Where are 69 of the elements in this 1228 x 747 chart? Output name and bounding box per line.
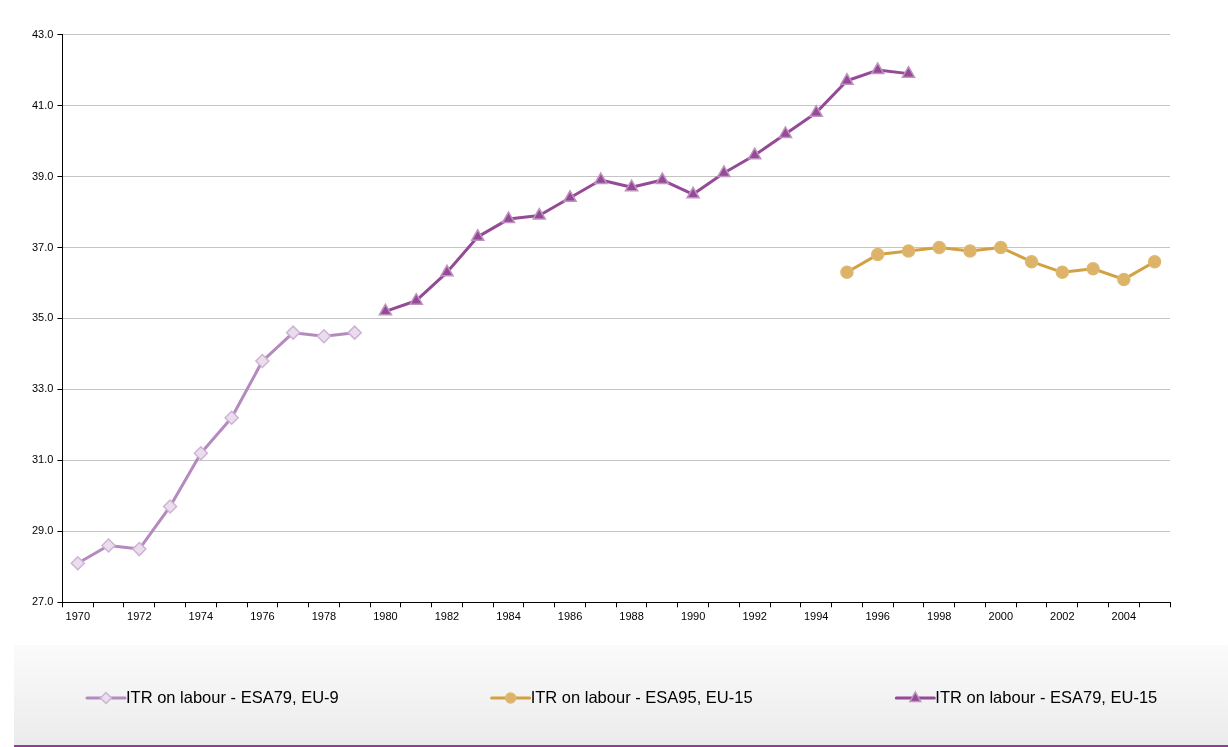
point — [901, 244, 916, 258]
x-tick-label: 1988 — [619, 609, 644, 622]
x-tick-label: 2002 — [1050, 609, 1075, 622]
point — [963, 244, 977, 258]
point — [378, 303, 393, 316]
y-tick-label: 35.0 — [31, 311, 54, 324]
y-tick-label: 37.0 — [31, 240, 54, 253]
point — [1055, 265, 1070, 280]
point — [840, 265, 854, 280]
x-tick-label: 1992 — [742, 609, 767, 622]
point — [409, 292, 424, 305]
point — [840, 72, 854, 85]
point — [347, 325, 362, 340]
point — [193, 446, 209, 461]
point — [809, 104, 823, 117]
x-tick-label: 1990 — [680, 609, 706, 622]
x-tick-label: 1974 — [188, 609, 214, 622]
point — [501, 211, 516, 224]
x-tick-label: 1980 — [373, 609, 398, 622]
legend-label: ITR on labour - ESA95, EU-15 — [530, 687, 753, 706]
point — [70, 556, 86, 571]
point — [285, 325, 301, 340]
point — [717, 165, 731, 178]
x-tick-label: 1982 — [434, 609, 460, 622]
point — [224, 410, 239, 426]
legend-label: ITR on labour - ESA79, EU-15 — [935, 687, 1158, 706]
x-tick-label: 1984 — [496, 609, 521, 622]
point — [470, 229, 485, 242]
point — [1024, 254, 1039, 269]
x-tick-label: 1986 — [557, 609, 583, 622]
y-tick-label: 27.0 — [31, 595, 54, 608]
point — [747, 147, 762, 160]
x-tick-label: 1996 — [865, 609, 890, 622]
x-tick-label: 1976 — [250, 609, 275, 622]
legend-label: ITR on labour - ESA79, EU-9 — [126, 687, 339, 706]
point — [994, 240, 1008, 255]
point — [778, 126, 793, 139]
y-tick-label: 29.0 — [31, 524, 54, 537]
point — [686, 186, 700, 199]
point — [655, 172, 670, 185]
x-tick-label: 2000 — [988, 609, 1014, 622]
point — [594, 172, 608, 185]
point — [1147, 254, 1162, 269]
point — [255, 353, 270, 369]
y-tick-label: 33.0 — [31, 382, 54, 395]
y-tick-label: 41.0 — [31, 98, 54, 111]
point — [1117, 272, 1131, 287]
point — [101, 538, 116, 553]
point — [563, 190, 577, 203]
point — [162, 499, 178, 514]
point — [932, 240, 946, 255]
y-tick-label: 43.0 — [31, 27, 54, 40]
x-tick-label: 1998 — [927, 609, 952, 622]
point — [624, 179, 639, 192]
x-tick-label: 2004 — [1111, 609, 1137, 622]
point — [1086, 262, 1100, 276]
point — [901, 65, 916, 78]
point — [870, 62, 885, 75]
point — [870, 247, 885, 262]
x-tick-label: 1994 — [803, 609, 829, 622]
y-tick-label: 39.0 — [31, 169, 54, 182]
point — [440, 264, 454, 277]
point — [132, 541, 147, 557]
y-tick-label: 31.0 — [31, 453, 54, 466]
x-tick-label: 1970 — [65, 609, 91, 622]
x-tick-label: 1978 — [311, 609, 337, 622]
point — [316, 328, 332, 344]
point — [532, 207, 547, 220]
x-tick-label: 1972 — [127, 609, 152, 622]
